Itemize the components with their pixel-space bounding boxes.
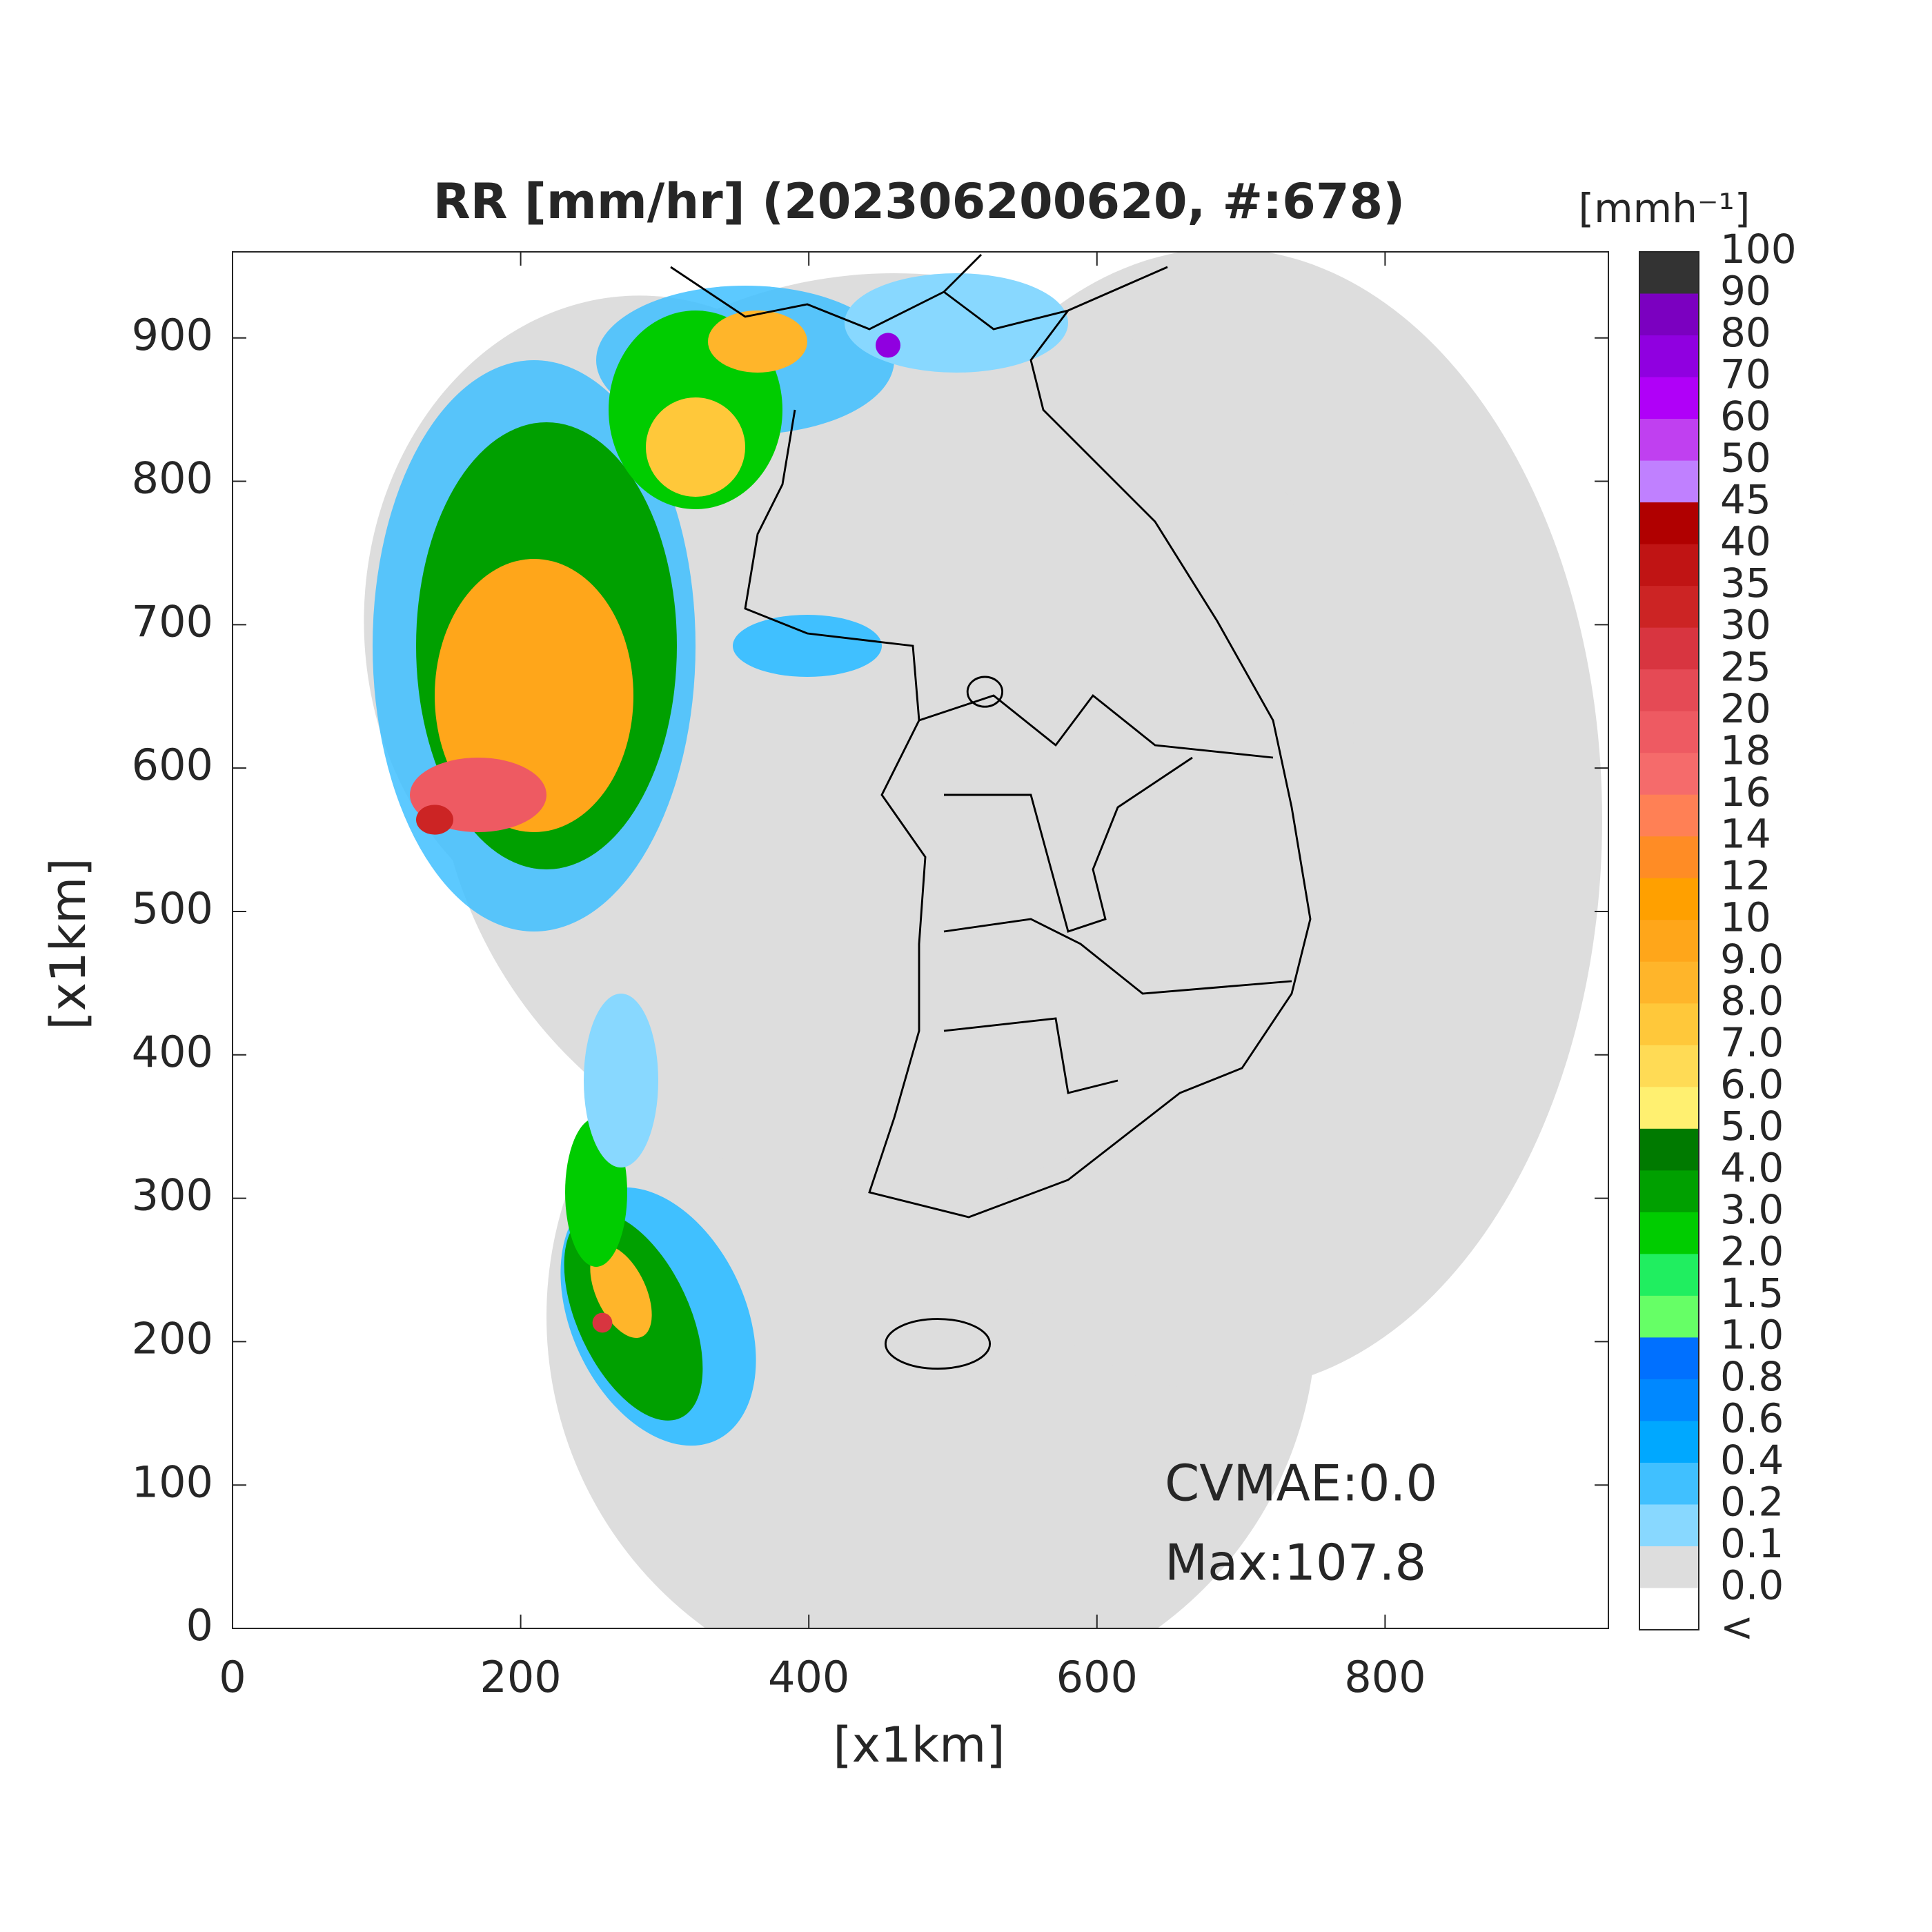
- y-axis-label: [x1km]: [40, 858, 97, 1029]
- colorbar-segment: [1639, 836, 1699, 879]
- colorbar-tick-label: 25: [1720, 643, 1771, 690]
- colorbar-tick-label: 0.4: [1720, 1437, 1784, 1483]
- x-tick-label: 200: [480, 1652, 561, 1702]
- colorbar-segment: [1639, 1254, 1699, 1297]
- colorbar-segment: [1639, 1588, 1699, 1630]
- colorbar-label: [mmh⁻¹]: [1579, 185, 1751, 232]
- colorbar-segment: [1639, 878, 1699, 920]
- y-tick-label: 400: [132, 1027, 213, 1077]
- y-tick-label: 200: [132, 1313, 213, 1363]
- colorbar-segment: [1639, 1045, 1699, 1087]
- colorbar-segment: [1639, 794, 1699, 837]
- colorbar-segment: [1639, 1337, 1699, 1380]
- y-tick-label: 900: [132, 310, 213, 360]
- colorbar-tick-label: 0.0: [1720, 1562, 1784, 1609]
- y-tick-label: 0: [186, 1600, 213, 1650]
- y-tick-label: 800: [132, 453, 213, 504]
- colorbar-tick-label: 45: [1720, 476, 1771, 523]
- y-tick-label: 300: [132, 1170, 213, 1221]
- colorbar-tick-label: 3.0: [1720, 1186, 1784, 1233]
- y-tick-label: 100: [132, 1457, 213, 1507]
- colorbar-segment: [1639, 1170, 1699, 1213]
- colorbar-tick-label: 0.1: [1720, 1520, 1784, 1567]
- chart-title: RR [mm/hr] (202306200620, #:678): [433, 173, 1406, 230]
- colorbar-tick-label: 4.0: [1720, 1144, 1784, 1191]
- coastline: [670, 253, 1312, 1370]
- x-tick-label: 400: [768, 1652, 849, 1702]
- colorbar-segment: [1639, 544, 1699, 586]
- colorbar-segment: [1639, 753, 1699, 796]
- colorbar-segment: [1639, 419, 1699, 462]
- colorbar-tick-label: 8.0: [1720, 977, 1784, 1024]
- y-tick-label: 600: [132, 740, 213, 790]
- colorbar-tick-label: 2.0: [1720, 1228, 1784, 1274]
- x-tick-label: 600: [1056, 1652, 1138, 1702]
- colorbar-segment: [1639, 1546, 1699, 1588]
- colorbar-tick-label: 20: [1720, 685, 1771, 732]
- radar-map: [364, 252, 1602, 1628]
- colorbar-segment: [1639, 1128, 1699, 1171]
- colorbar-tick-label: 100: [1720, 226, 1797, 273]
- colorbar-tick-label: 40: [1720, 518, 1771, 565]
- colorbar-segment: [1639, 1379, 1699, 1421]
- colorbar-tick-label: 35: [1720, 560, 1771, 607]
- plot-frame: [232, 251, 1609, 1629]
- colorbar-segment: [1639, 961, 1699, 1004]
- colorbar-segment: [1639, 1462, 1699, 1505]
- x-axis-label: [x1km]: [833, 1717, 1005, 1773]
- colorbar-segment: [1639, 1003, 1699, 1046]
- colorbar-segment: [1639, 711, 1699, 753]
- colorbar-segment: [1639, 627, 1699, 670]
- colorbar-tick-label: 7.0: [1720, 1019, 1784, 1066]
- rain-echo: [373, 273, 1068, 1446]
- x-tick-label: 0: [219, 1652, 246, 1702]
- colorbar-tick-label: 60: [1720, 393, 1771, 440]
- colorbar-tick-label: 14: [1720, 810, 1771, 857]
- colorbar-tick-label: 1.5: [1720, 1270, 1784, 1317]
- colorbar-segment: [1639, 252, 1699, 295]
- colorbar-segment: [1639, 1421, 1699, 1463]
- y-tick-label: 700: [132, 596, 213, 647]
- y-tick-label: 500: [132, 883, 213, 934]
- colorbar-segment: [1639, 335, 1699, 378]
- colorbar-tick-label: 30: [1720, 602, 1771, 649]
- colorbar-tick-label: 6.0: [1720, 1061, 1784, 1107]
- colorbar-segment: [1639, 1295, 1699, 1338]
- colorbar-tick-label: 0.8: [1720, 1353, 1784, 1400]
- colorbar-under-label: <: [1720, 1604, 1754, 1650]
- colorbar-segment: [1639, 586, 1699, 629]
- colorbar-tick-label: 0.2: [1720, 1479, 1784, 1526]
- colorbar-tick-label: 12: [1720, 852, 1771, 899]
- colorbar-tick-label: 5.0: [1720, 1103, 1784, 1150]
- colorbar-segment: [1639, 1504, 1699, 1547]
- colorbar-segment: [1639, 293, 1699, 336]
- colorbar-tick-label: 0.6: [1720, 1395, 1784, 1442]
- colorbar-tick-label: 1.0: [1720, 1312, 1784, 1359]
- colorbar-segment: [1639, 460, 1699, 503]
- colorbar-tick-label: 16: [1720, 769, 1771, 816]
- colorbar-segment: [1639, 669, 1699, 712]
- colorbar-tick-label: 9.0: [1720, 936, 1784, 983]
- colorbar-segment: [1639, 1212, 1699, 1254]
- colorbar-tick-label: 90: [1720, 268, 1771, 315]
- colorbar-segment: [1639, 1087, 1699, 1130]
- colorbar-tick-label: 18: [1720, 727, 1771, 773]
- colorbar-segment: [1639, 377, 1699, 420]
- annotation: Max:107.8: [1165, 1534, 1426, 1592]
- annotation: CVMAE:0.0: [1165, 1455, 1437, 1512]
- colorbar-tick-label: 50: [1720, 435, 1771, 482]
- x-tick-label: 800: [1344, 1652, 1426, 1702]
- colorbar-tick-label: 10: [1720, 894, 1771, 940]
- colorbar-frame: [1639, 251, 1699, 1630]
- colorbar-segment: [1639, 920, 1699, 963]
- colorbar-tick-label: 70: [1720, 351, 1771, 398]
- colorbar-tick-label: 80: [1720, 309, 1771, 356]
- colorbar-segment: [1639, 502, 1699, 545]
